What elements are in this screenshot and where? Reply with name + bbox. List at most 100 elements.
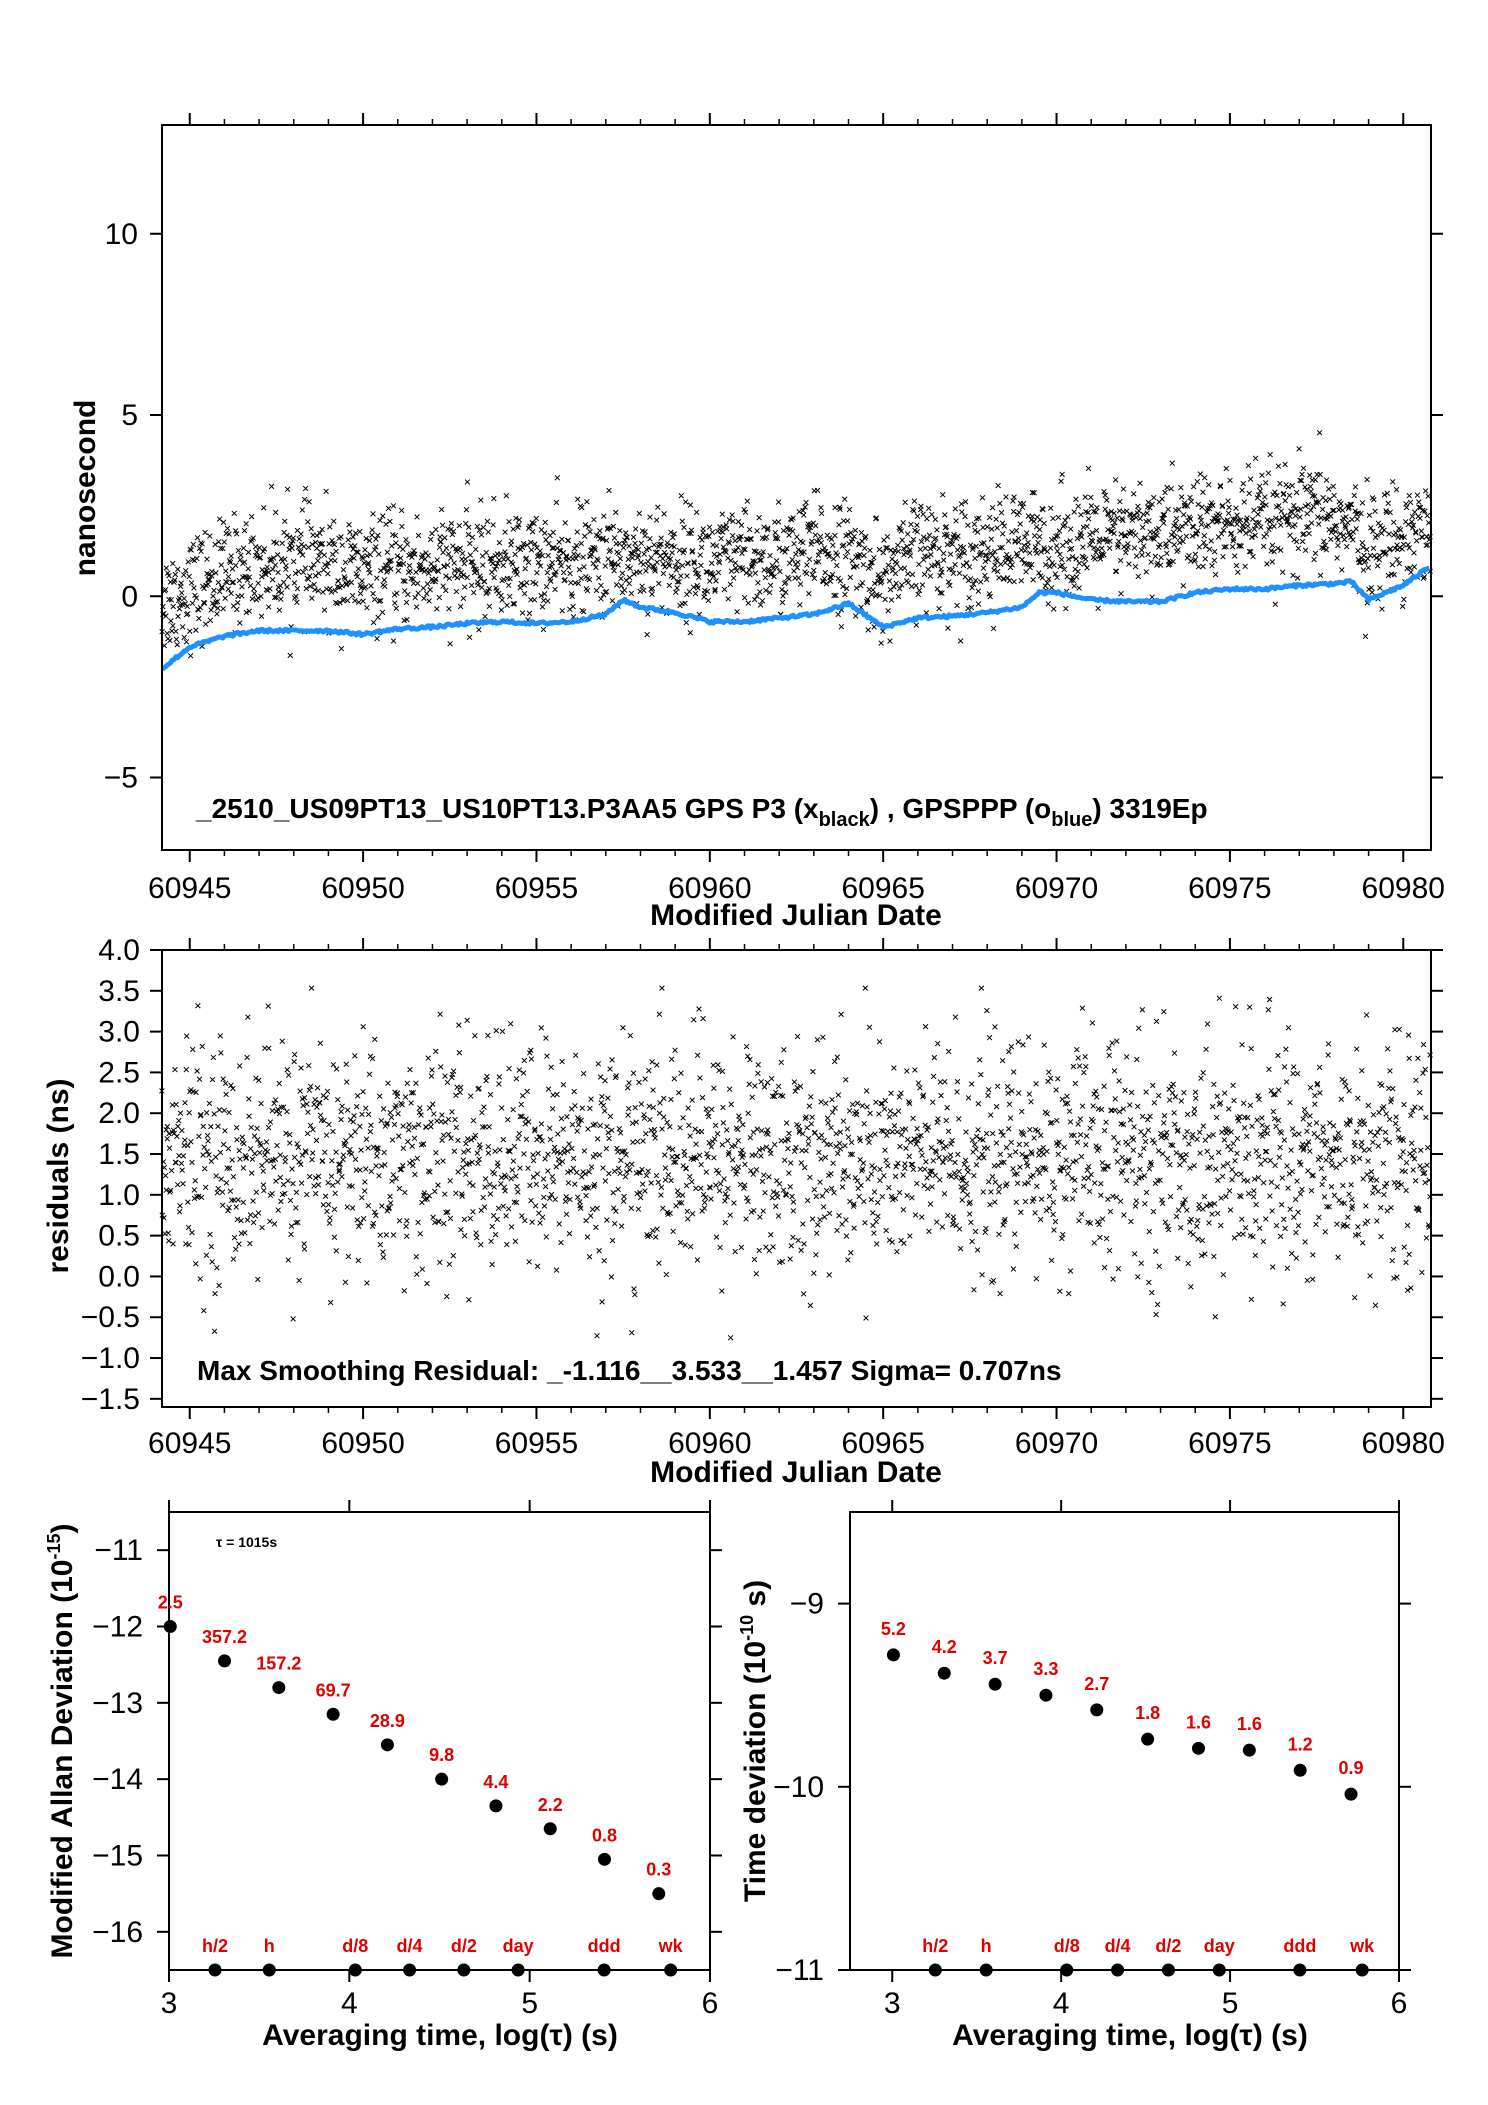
- gps-p3-point: [913, 582, 919, 589]
- gps-p3-point: [491, 574, 497, 581]
- gps-p3-point: [448, 526, 454, 533]
- residual-point: [362, 1179, 368, 1185]
- residual-point: [871, 1165, 878, 1171]
- gps-p3-point: [219, 585, 225, 591]
- residual-point: [1209, 1211, 1215, 1217]
- residual-point: [760, 1208, 766, 1214]
- residual-point: [971, 1172, 977, 1179]
- residual-point: [1066, 1164, 1072, 1171]
- gps-p3-point: [718, 535, 724, 542]
- gps-p3-point: [789, 556, 796, 563]
- residual-point: [648, 1180, 654, 1186]
- residual-point: [322, 1193, 329, 1200]
- gps-p3-point: [595, 557, 601, 564]
- gps-p3-point: [180, 572, 187, 578]
- gps-p3-point: [456, 522, 463, 529]
- residual-point: [303, 1149, 309, 1155]
- y-axis-title: residuals (ns): [42, 1078, 75, 1273]
- gps-p3-point: [370, 619, 377, 626]
- interval-marker-dot: [1355, 1963, 1369, 1977]
- residual-point: [234, 1216, 241, 1223]
- residual-point: [1166, 1097, 1173, 1103]
- gps-p3-point: [365, 561, 371, 568]
- residual-point: [1274, 1183, 1280, 1190]
- residual-point: [1305, 1168, 1311, 1174]
- residual-point: [1326, 1152, 1333, 1158]
- gps-p3-point: [403, 599, 410, 606]
- gps-p3-point: [549, 545, 556, 551]
- residual-point: [979, 1272, 985, 1278]
- residual-point: [485, 1150, 492, 1156]
- gps-p3-point: [999, 531, 1006, 537]
- residual-point: [1316, 1064, 1323, 1071]
- gps-p3-point: [1237, 517, 1244, 523]
- gps-p3-point: [1302, 503, 1309, 509]
- residual-point: [1211, 1253, 1217, 1260]
- residual-point: [330, 1182, 336, 1189]
- residual-point: [178, 1160, 185, 1167]
- residual-point: [1125, 1141, 1131, 1148]
- residual-point: [1171, 1110, 1177, 1116]
- residual-point: [1372, 1302, 1379, 1309]
- residual-point: [1237, 1114, 1243, 1120]
- residual-point: [1133, 1180, 1139, 1187]
- gps-p3-point: [173, 636, 180, 643]
- residual-point: [198, 1111, 204, 1118]
- gps-p3-point: [244, 577, 251, 583]
- residual-point: [794, 1033, 801, 1040]
- gps-p3-point: [376, 598, 382, 604]
- gps-p3-point: [305, 544, 312, 551]
- gps-p3-point: [1143, 569, 1150, 575]
- gps-p3-point: [857, 582, 864, 589]
- gps-p3-point: [977, 579, 984, 585]
- residual-point: [1184, 1128, 1190, 1135]
- residual-point: [246, 1113, 252, 1120]
- residual-point: [396, 1217, 403, 1224]
- residual-point: [751, 1207, 757, 1214]
- residual-point: [654, 1226, 660, 1232]
- gps-p3-point: [466, 634, 473, 641]
- residual-point: [532, 1203, 539, 1209]
- residual-point: [275, 1106, 281, 1112]
- residual-point: [614, 1145, 620, 1152]
- residual-point: [1264, 1130, 1271, 1137]
- residual-point: [1098, 1180, 1104, 1187]
- residual-point: [264, 1148, 271, 1155]
- residual-point: [566, 1230, 573, 1237]
- residual-point: [251, 1150, 258, 1157]
- gps-p3-point: [934, 586, 941, 592]
- residual-point: [640, 1138, 646, 1144]
- gps-p3-point: [911, 498, 918, 504]
- residual-point: [833, 1130, 839, 1137]
- gps-p3-point: [1339, 507, 1346, 514]
- gps-p3-point: [673, 567, 680, 573]
- gps-p3-point: [573, 542, 580, 549]
- residual-point: [333, 1248, 339, 1254]
- gpsppp-series-line: [160, 565, 1431, 672]
- gps-p3-point: [759, 552, 765, 558]
- residual-point: [1395, 1126, 1401, 1133]
- residual-point: [996, 1231, 1002, 1238]
- residual-point: [348, 1132, 354, 1139]
- axis-ticks: [150, 113, 1443, 862]
- residual-point: [626, 1080, 632, 1086]
- gps-p3-point: [1082, 494, 1089, 500]
- gps-p3-point: [845, 531, 851, 538]
- residual-point: [235, 1197, 241, 1203]
- gps-p3-point: [1335, 542, 1341, 549]
- residual-point: [237, 1156, 243, 1162]
- residual-point: [871, 1230, 877, 1236]
- residual-point: [783, 1120, 790, 1126]
- gps-p3-point: [1045, 576, 1052, 582]
- residual-point: [1325, 1041, 1332, 1047]
- gps-p3-point: [1178, 494, 1185, 500]
- residual-point: [922, 1023, 929, 1030]
- residual-point: [756, 1247, 762, 1254]
- gps-p3-point: [713, 578, 719, 584]
- interval-marker-dot: [597, 1963, 611, 1977]
- gps-p3-point: [1214, 517, 1221, 524]
- gps-p3-point: [1151, 494, 1157, 501]
- residual-point: [984, 1145, 991, 1152]
- residual-point: [482, 1176, 489, 1182]
- gps-p3-point: [595, 533, 602, 539]
